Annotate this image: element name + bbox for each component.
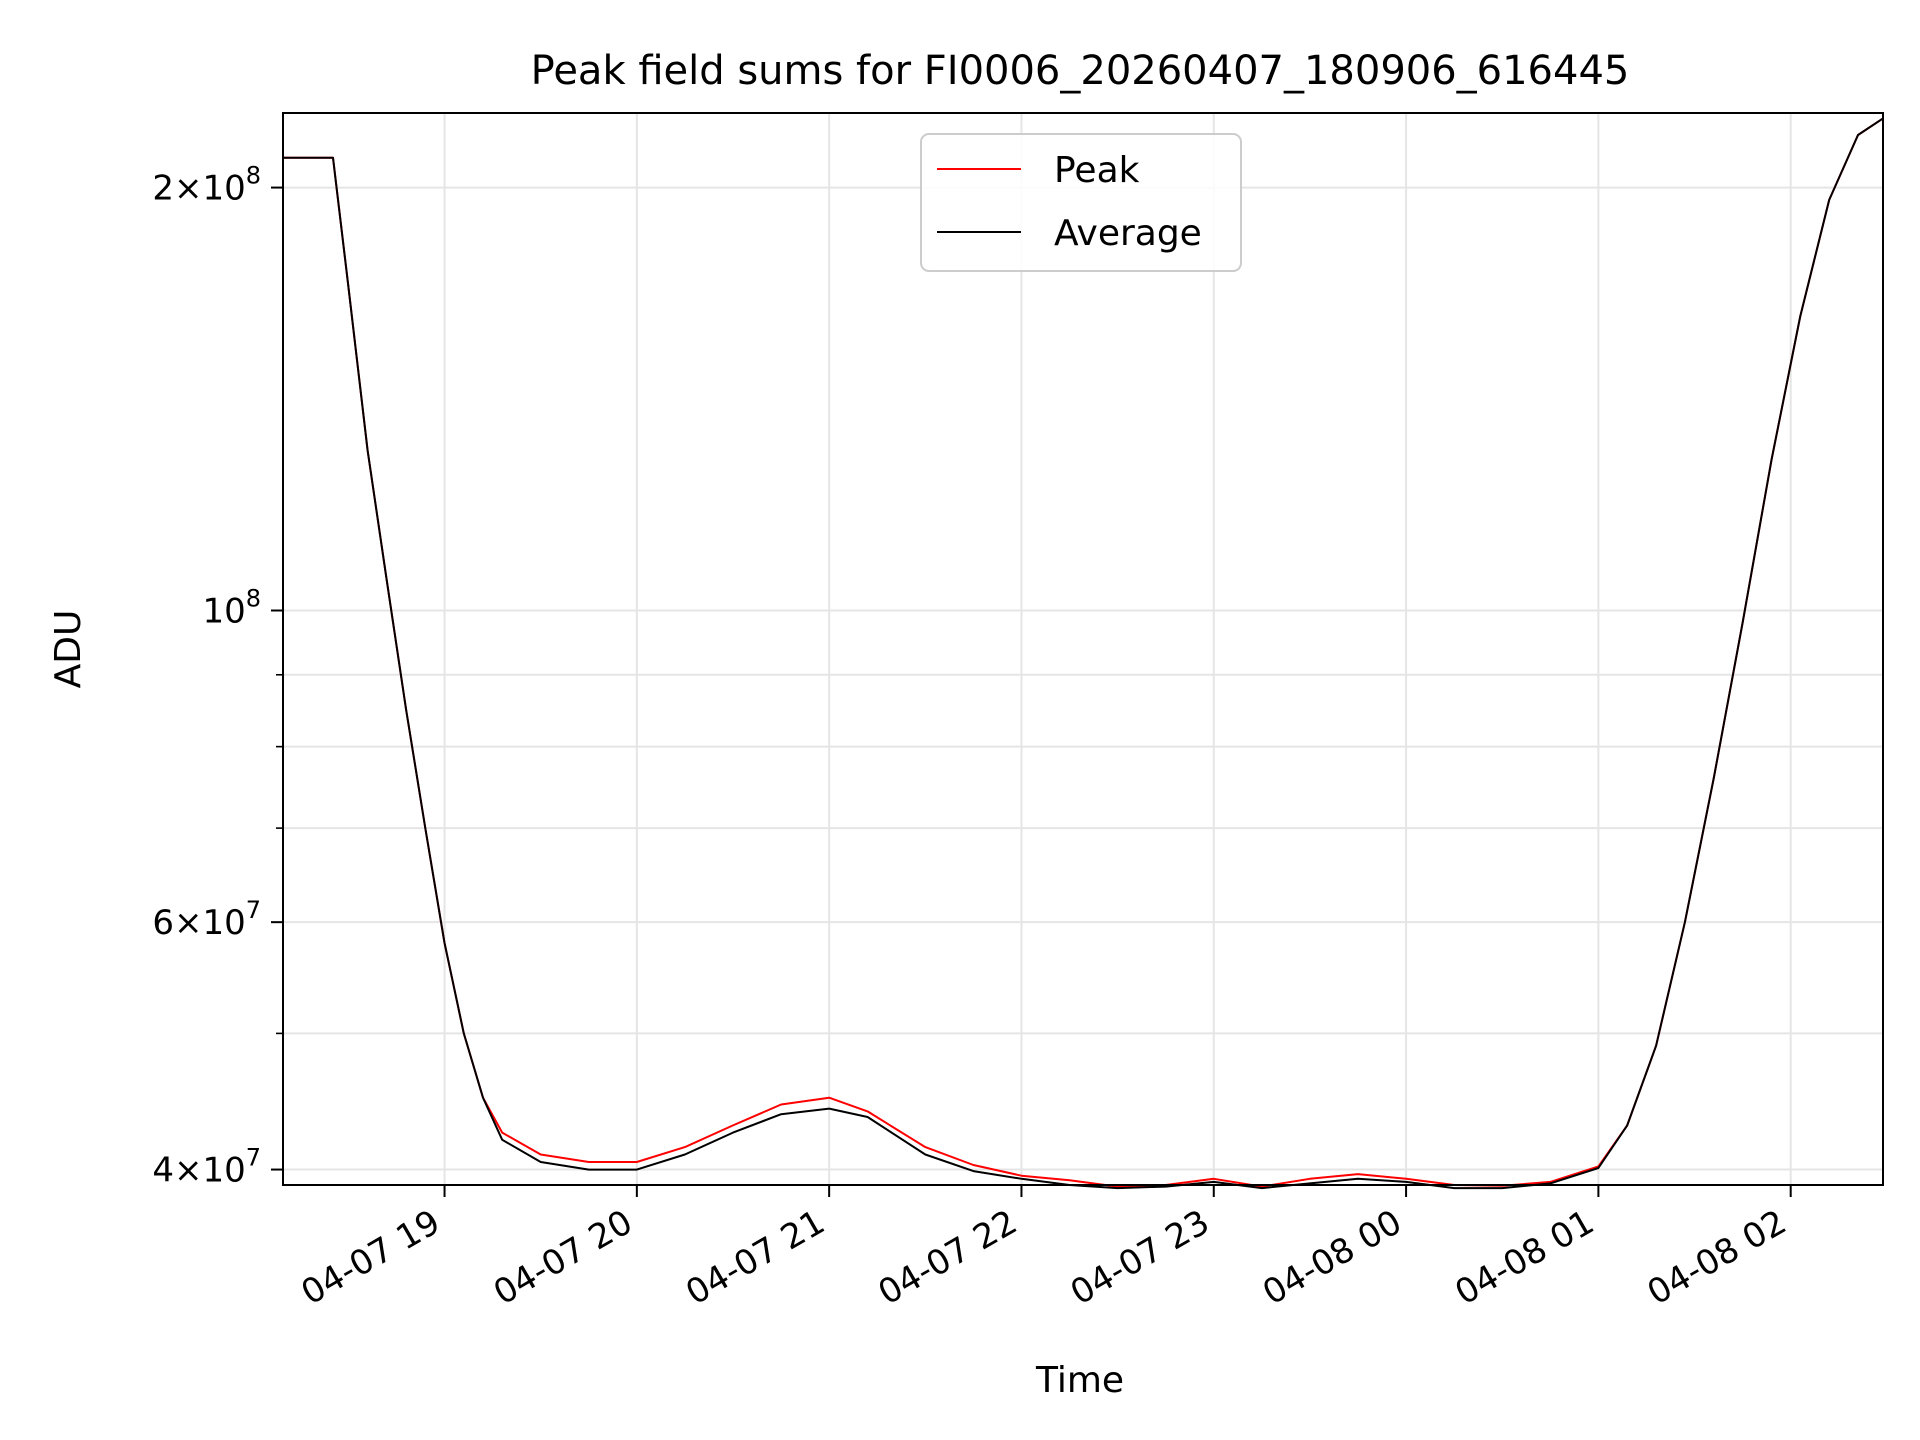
plot-frame [282,112,1884,1186]
legend-average-label: Average [1054,213,1202,254]
x-axis-label: Time [1035,1360,1124,1401]
y-tick-label: 2×108 [152,162,261,209]
legend: Peak Average [920,133,1242,272]
y-axis-label: ADU [48,610,89,689]
y-tick-label: 108 [202,584,261,631]
plot-lines [283,117,1884,1190]
series-line-average [283,117,1884,1190]
legend-peak-label: Peak [1054,150,1140,191]
chart-title: Peak field sums for FI0006_20260407_1809… [531,48,1630,94]
grid [283,113,1883,1185]
y-tick-label: 4×107 [152,1144,261,1191]
y-tick-label: 6×107 [152,896,261,943]
